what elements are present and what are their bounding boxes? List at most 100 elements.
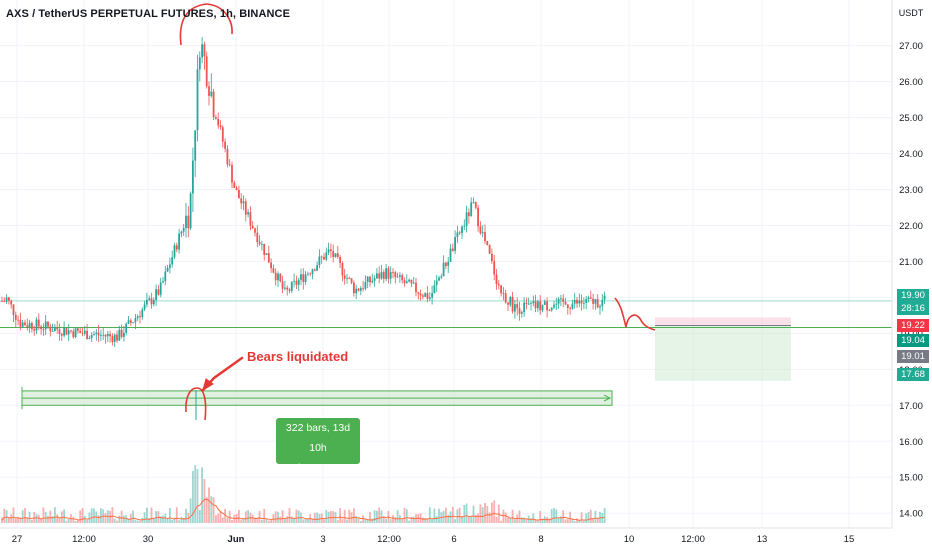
candle-body (573, 299, 576, 304)
volume-bar (502, 509, 505, 523)
candle-body (479, 226, 482, 234)
volume-bar (470, 516, 473, 523)
candle-body (431, 293, 433, 298)
volume-bar (580, 512, 583, 523)
annotation-arrowhead (202, 378, 214, 392)
candle-body (233, 182, 236, 188)
candle-body (106, 333, 109, 337)
candle-body (525, 302, 528, 304)
volume-bar (60, 511, 63, 523)
volume-bar (500, 520, 502, 523)
candle-body (530, 303, 532, 305)
candle-body (589, 297, 592, 299)
volume-bar (56, 514, 59, 523)
candle-body (49, 326, 52, 332)
volume-bar (54, 507, 56, 523)
volume-bar (403, 507, 406, 523)
volume-bar (302, 519, 305, 523)
volume-bar (493, 500, 496, 523)
candle-body (594, 299, 597, 304)
candle-body (491, 253, 493, 262)
candle-body (74, 328, 77, 338)
candle-body (422, 295, 424, 297)
volume-bar (366, 520, 369, 523)
candle-body (440, 276, 443, 278)
volume-bar (511, 509, 514, 523)
volume-bar (120, 510, 123, 523)
volume-bar (212, 497, 215, 523)
volume-bar (297, 510, 300, 523)
volume-bar (523, 517, 525, 523)
candle-body (86, 330, 88, 340)
candle-body (399, 275, 401, 277)
volume-bar (479, 504, 482, 523)
candle-body (111, 336, 114, 343)
candle-body (518, 308, 521, 314)
volume-bar (290, 516, 293, 523)
volume-bar (14, 518, 17, 523)
candle-body (58, 329, 61, 334)
volume-bar (164, 513, 167, 523)
candle-body (83, 330, 86, 334)
candle-body (392, 271, 394, 273)
volume-bar (458, 507, 461, 523)
candle-body (364, 281, 367, 289)
candle-body (560, 298, 562, 300)
candle-body (353, 282, 355, 294)
volume-bar (277, 511, 279, 523)
candle-body (26, 325, 29, 328)
volume-bar (325, 509, 328, 523)
volume-bar (481, 507, 484, 523)
bar-countdown: 28:16 (901, 303, 925, 314)
candle-body (95, 332, 98, 335)
volume-bar (217, 513, 220, 523)
volume-bar (72, 516, 75, 523)
volume-bar (67, 518, 70, 523)
candle-body (247, 212, 249, 215)
candle-body (419, 293, 422, 296)
candle-body (173, 245, 176, 258)
x-tick-label: 10 (624, 534, 635, 545)
candle-body (203, 44, 206, 57)
volume-bar (433, 508, 436, 523)
volume-bar (132, 510, 134, 523)
volume-bar (242, 517, 245, 523)
candle-body (100, 335, 102, 336)
candle-body (456, 232, 459, 238)
volume-bar (424, 518, 427, 523)
volume-bar (587, 512, 590, 523)
volume-bar (330, 510, 332, 523)
candle-body (35, 319, 38, 331)
volume-bar (205, 497, 208, 523)
candle-body (226, 148, 229, 165)
candle-body (599, 306, 601, 308)
candle-body (297, 279, 300, 285)
volume-bar (394, 516, 397, 523)
volume-bar (422, 517, 424, 523)
candle-body (180, 231, 183, 234)
volume-bar (389, 519, 392, 523)
candle-body (139, 316, 141, 318)
candle-body (408, 279, 410, 282)
volume-bar (148, 518, 151, 523)
volume-bar (162, 515, 164, 523)
candle-body (587, 297, 590, 300)
volume-bar (182, 517, 185, 523)
y-tick-label: 17.00 (899, 401, 923, 412)
volume-bar (125, 515, 128, 523)
volume-bar (134, 519, 137, 523)
candle-body (484, 232, 486, 242)
candle-body (389, 271, 392, 279)
candle-body (596, 299, 599, 308)
volume-bar (311, 518, 314, 523)
volume-bar (537, 520, 539, 523)
candle-body (343, 275, 346, 279)
bottom-circle-annotation (185, 387, 207, 421)
volume-bar (116, 520, 118, 523)
volume-bar (1, 517, 3, 523)
y-tick-label: 25.00 (899, 113, 923, 124)
candle-body (196, 69, 199, 131)
candle-body (387, 268, 390, 279)
